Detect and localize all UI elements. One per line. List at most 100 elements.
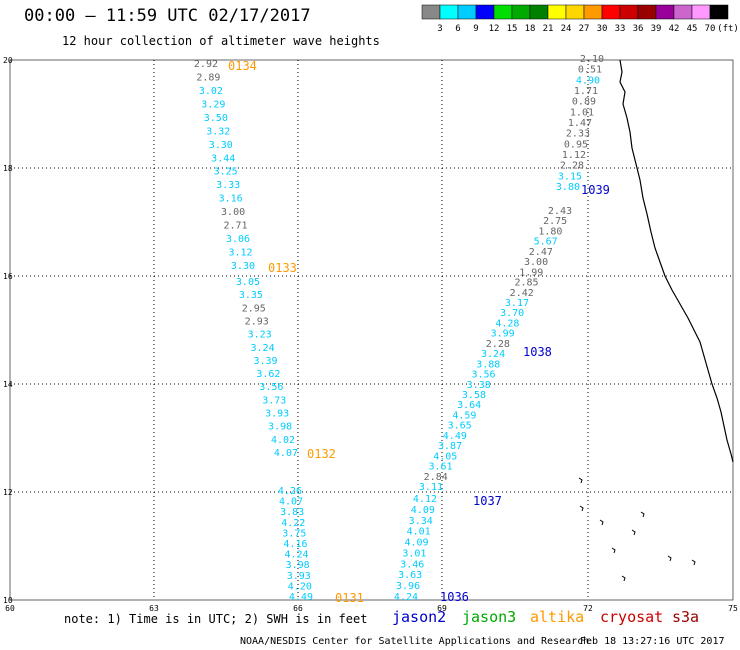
wave-height-value: 2.95: [242, 303, 266, 314]
wave-height-value: 3.30: [231, 261, 255, 272]
wave-height-value: 3.00: [524, 257, 548, 268]
map-title: 00:00 – 11:59 UTC 02/17/2017: [24, 6, 311, 26]
wave-height-value: 2.28: [560, 161, 584, 172]
island-outline: [691, 559, 696, 566]
wave-height-value: 3.44: [211, 153, 235, 164]
wave-height-value: 3.12: [228, 248, 252, 259]
wave-height-value: 4.49: [289, 592, 313, 603]
wave-height-value: 3.88: [476, 359, 500, 370]
wave-height-value: 4.49: [443, 431, 467, 442]
lon-tick-label: 63: [149, 604, 159, 613]
colorbar-label: 9: [473, 24, 478, 34]
pass-time-label: 0131: [335, 591, 364, 605]
lat-tick-label: 20: [3, 56, 13, 65]
wave-height-value: 1.47: [568, 118, 592, 129]
wave-height-value: 4.90: [576, 75, 600, 86]
wave-height-value: 3.96: [396, 581, 420, 592]
wave-height-value: 3.75: [282, 528, 306, 539]
colorbar-label: 18: [525, 24, 536, 34]
wave-height-value: 3.30: [209, 140, 233, 151]
wave-height-value: 3.05: [236, 277, 260, 288]
wave-height-value: 4.20: [288, 581, 312, 592]
island-outline: [621, 575, 626, 582]
wave-height-value: 2.33: [566, 129, 590, 140]
pass-time-label: 0133: [268, 261, 297, 275]
satellite-s3a: s3a: [672, 608, 700, 626]
pass-time-label: 0132: [307, 447, 336, 461]
wave-height-value: 3.29: [201, 99, 225, 110]
colorbar-label: 70: [705, 24, 716, 34]
wave-height-value: 4.07: [279, 497, 303, 508]
island-outline: [640, 511, 645, 518]
wave-height-value: 3.00: [221, 207, 245, 218]
wave-height-value: 3.87: [438, 441, 462, 452]
pass-time-label: 0134: [228, 59, 257, 73]
wave-height-value: 3.06: [226, 234, 250, 245]
color-legend: 3 6 9 12 15 18 21 24 27 30 33 36 39 42 45 70 (ft): [421, 4, 739, 34]
wave-height-value: 3.93: [265, 409, 289, 420]
wave-height-value: 4.59: [452, 410, 476, 421]
wave-height-value: 4.01: [407, 527, 431, 538]
wave-height-value: 3.58: [462, 390, 486, 401]
wave-height-value: 3.24: [251, 343, 275, 354]
wave-height-value: 1.80: [538, 226, 562, 237]
colorbar-label: 24: [561, 24, 572, 34]
wave-height-value: 5.67: [534, 237, 558, 248]
wave-height-value: 2.42: [510, 288, 534, 299]
island-outline: [667, 555, 672, 562]
wave-height-value: 4.24: [394, 592, 418, 603]
wave-height-value: 0.89: [572, 97, 596, 108]
lon-tick-label: 60: [5, 604, 15, 613]
wave-height-value: 3.64: [457, 400, 481, 411]
wave-height-value: 2.93: [245, 316, 269, 327]
wave-height-value: 3.98: [286, 560, 310, 571]
lat-tick-label: 12: [3, 488, 13, 497]
colorbar-label: 33: [615, 24, 626, 34]
wave-height-value: 2.75: [543, 216, 567, 227]
pass-time-label: 1039: [581, 183, 610, 197]
colorbar-label: 45: [687, 24, 698, 34]
wave-height-value: 0.95: [564, 139, 588, 150]
lat-tick-label: 10: [3, 596, 13, 605]
map-frame: [9, 59, 734, 601]
colorbar-label: 6: [455, 24, 460, 34]
generated-timestamp: Feb 18 13:27:16 UTC 2017: [580, 636, 725, 647]
wave-height-value: 3.46: [400, 559, 424, 570]
wave-height-value: 4.12: [413, 494, 437, 505]
wave-height-value: 4.28: [495, 318, 519, 329]
lon-tick-label: 75: [728, 604, 738, 613]
wave-height-value: 3.34: [409, 516, 433, 527]
wave-height-value: 3.99: [491, 329, 515, 340]
wave-height-value: 4.05: [433, 451, 457, 462]
wave-height-value: 3.33: [216, 180, 240, 191]
wave-height-value: 3.38: [467, 380, 491, 391]
lat-tick-label: 14: [3, 380, 13, 389]
wave-height-value: 2.10: [580, 54, 604, 65]
wave-height-value: 2.89: [196, 72, 220, 83]
colorbar-label: 36: [633, 24, 644, 34]
wave-height-value: 2.43: [548, 206, 572, 217]
wave-height-value: 3.25: [214, 167, 238, 178]
wave-height-value: 0.51: [578, 65, 602, 76]
wave-height-value: 3.32: [206, 126, 230, 137]
satellite-jason3: jason3: [462, 608, 517, 626]
wave-height-value: 3.65: [448, 421, 472, 432]
wave-height-value: 3.98: [268, 422, 292, 433]
wave-height-value: 3.56: [259, 382, 283, 393]
lat-tick-label: 18: [3, 164, 13, 173]
wave-height-value: 4.26: [278, 486, 302, 497]
island-outline: [611, 547, 616, 554]
wave-height-value: 3.61: [428, 462, 452, 473]
wave-height-value: 2.71: [224, 221, 248, 232]
colorbar-label: 21: [543, 24, 554, 34]
wave-height-value: 3.62: [256, 369, 280, 380]
wave-height-value: 3.23: [248, 330, 272, 341]
wave-height-value: 3.83: [280, 507, 304, 518]
wave-height-value: 3.63: [398, 570, 422, 581]
wave-height-value: 3.17: [505, 298, 529, 309]
colorbar-label: 42: [669, 24, 680, 34]
colorbar-label: 27: [579, 24, 590, 34]
island-outline: [631, 529, 636, 536]
colorbar-label: (ft): [717, 24, 739, 34]
